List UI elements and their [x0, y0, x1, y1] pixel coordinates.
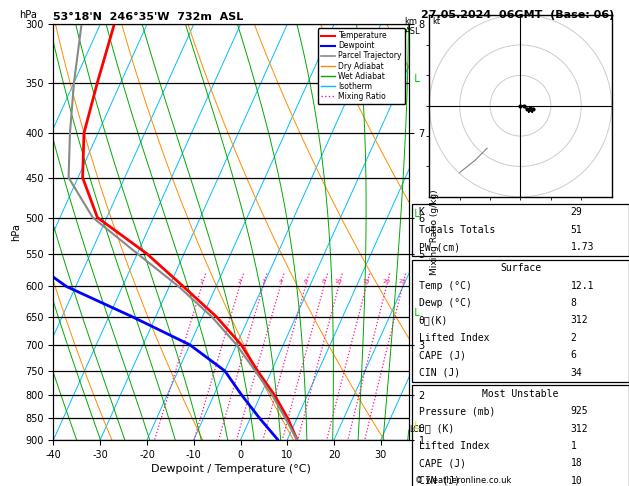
Text: CAPE (J): CAPE (J) [418, 458, 465, 469]
Legend: Temperature, Dewpoint, Parcel Trajectory, Dry Adiabat, Wet Adiabat, Isotherm, Mi: Temperature, Dewpoint, Parcel Trajectory… [318, 28, 405, 104]
Y-axis label: hPa: hPa [11, 223, 21, 241]
Text: └: └ [412, 76, 420, 89]
Text: 29: 29 [571, 208, 582, 217]
Text: 6: 6 [303, 278, 308, 283]
Text: PW (cm): PW (cm) [418, 243, 460, 252]
Text: LCL: LCL [409, 425, 423, 434]
Text: 312: 312 [571, 315, 588, 326]
Text: 1: 1 [571, 441, 576, 451]
Text: CAPE (J): CAPE (J) [418, 350, 465, 361]
Text: θᴇ (K): θᴇ (K) [418, 423, 454, 434]
Text: θᴇ(K): θᴇ(K) [418, 315, 448, 326]
Text: CIN (J): CIN (J) [418, 476, 460, 486]
Text: 34: 34 [571, 368, 582, 378]
Text: 1: 1 [200, 278, 204, 283]
X-axis label: Dewpoint / Temperature (°C): Dewpoint / Temperature (°C) [151, 464, 311, 474]
Text: 10: 10 [335, 278, 343, 283]
Text: └: └ [412, 423, 420, 435]
Text: 10: 10 [571, 476, 582, 486]
Text: © weatheronline.co.uk: © weatheronline.co.uk [415, 475, 511, 485]
Text: 312: 312 [571, 423, 588, 434]
Text: Totals Totals: Totals Totals [418, 225, 495, 235]
Text: CIN (J): CIN (J) [418, 368, 460, 378]
Text: 3: 3 [261, 278, 265, 283]
Text: 27.05.2024  06GMT  (Base: 06): 27.05.2024 06GMT (Base: 06) [421, 10, 615, 20]
Text: 1.73: 1.73 [571, 243, 594, 252]
Text: 12.1: 12.1 [571, 280, 594, 291]
Text: 8: 8 [571, 298, 576, 308]
Text: Most Unstable: Most Unstable [482, 389, 559, 399]
Text: hPa: hPa [19, 10, 36, 20]
Y-axis label: Mixing Ratio (g/kg): Mixing Ratio (g/kg) [430, 189, 440, 275]
Text: 2: 2 [238, 278, 242, 283]
Text: Surface: Surface [500, 263, 541, 273]
Text: Pressure (mb): Pressure (mb) [418, 406, 495, 416]
Text: 15: 15 [362, 278, 370, 283]
Text: kt: kt [432, 17, 440, 26]
Text: 53°18'N  246°35'W  732m  ASL: 53°18'N 246°35'W 732m ASL [53, 12, 243, 22]
Text: 8: 8 [322, 278, 326, 283]
Text: └: └ [412, 310, 420, 323]
Text: 25: 25 [399, 278, 406, 283]
Text: 51: 51 [571, 225, 582, 235]
Text: └: └ [412, 211, 420, 224]
Text: km
ASL: km ASL [404, 17, 420, 36]
Text: 18: 18 [571, 458, 582, 469]
Text: Temp (°C): Temp (°C) [418, 280, 471, 291]
Text: Dewp (°C): Dewp (°C) [418, 298, 471, 308]
Text: 20: 20 [382, 278, 391, 283]
Text: 6: 6 [571, 350, 576, 361]
Text: Lifted Index: Lifted Index [418, 441, 489, 451]
Text: 4: 4 [278, 278, 282, 283]
Text: 2: 2 [571, 333, 576, 343]
Text: 925: 925 [571, 406, 588, 416]
Text: Lifted Index: Lifted Index [418, 333, 489, 343]
Text: K: K [418, 208, 425, 217]
